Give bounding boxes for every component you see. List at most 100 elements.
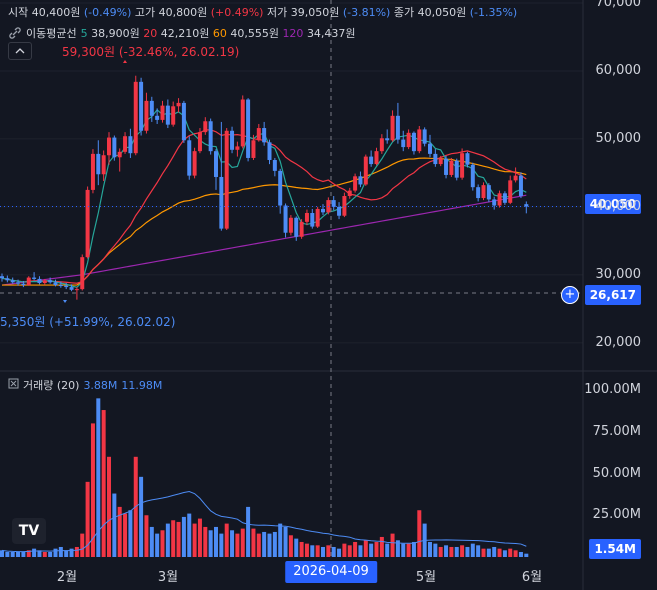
candle-body bbox=[246, 99, 251, 158]
candle-body bbox=[513, 175, 518, 181]
candle-body bbox=[64, 285, 69, 288]
candle-body bbox=[176, 102, 181, 107]
volume-bar bbox=[513, 550, 518, 557]
candle-body bbox=[374, 151, 379, 165]
volume-bar bbox=[251, 528, 256, 557]
candle-body bbox=[444, 158, 449, 175]
candle-body bbox=[74, 289, 79, 291]
candlesticks bbox=[0, 75, 529, 300]
candle-body bbox=[406, 132, 411, 148]
open-change: (-0.49%) bbox=[83, 6, 132, 19]
ma-value-120: 34,437원 bbox=[306, 27, 356, 40]
open-value: 40,400원 bbox=[31, 6, 81, 19]
volume-bar bbox=[428, 541, 432, 557]
high-label: 고가 bbox=[134, 6, 156, 19]
volume-bar bbox=[470, 543, 475, 557]
candle-body bbox=[337, 206, 342, 216]
volume-bar bbox=[208, 530, 213, 557]
volume-bar bbox=[315, 545, 320, 557]
candle-body bbox=[219, 176, 224, 229]
volume-tick-label: 25.00M bbox=[592, 507, 641, 523]
high-value: 40,800원 bbox=[158, 6, 208, 19]
candle-body bbox=[123, 136, 128, 152]
crosshair-price-tag: 26,617 bbox=[584, 285, 641, 305]
candle-body bbox=[518, 175, 523, 197]
candle-body bbox=[58, 285, 63, 287]
volume-bar bbox=[21, 551, 26, 557]
candle-body bbox=[449, 160, 454, 175]
volume-bar bbox=[433, 543, 438, 557]
candle-body bbox=[422, 129, 427, 144]
volume-bar bbox=[444, 545, 449, 557]
volume-bar bbox=[107, 456, 111, 557]
volume-bar bbox=[69, 548, 74, 557]
candle-body bbox=[160, 105, 165, 120]
volume-bar bbox=[294, 538, 299, 557]
low-marker bbox=[63, 300, 67, 303]
candle-body bbox=[481, 185, 486, 199]
volume-bar bbox=[197, 518, 202, 557]
volume-bar bbox=[497, 548, 502, 557]
volume-bar bbox=[518, 551, 523, 557]
chevron-up-icon bbox=[15, 48, 25, 54]
candle-body bbox=[85, 189, 90, 258]
volume-bar bbox=[16, 551, 21, 557]
candle-body bbox=[267, 142, 272, 160]
volume-ma-line bbox=[1, 491, 527, 553]
ma-legend-items: 5 38,900원 20 42,210원 60 40,555원 120 34,4… bbox=[81, 25, 356, 41]
volume-bar bbox=[476, 545, 481, 557]
volume-bar bbox=[310, 545, 315, 557]
tradingview-logo[interactable]: TV bbox=[12, 518, 46, 544]
candle-body bbox=[385, 138, 390, 141]
volume-bar bbox=[155, 533, 160, 557]
chart-icon[interactable] bbox=[8, 378, 19, 392]
volume-bar bbox=[385, 543, 390, 557]
add-alert-button[interactable]: + bbox=[561, 286, 579, 304]
volume-bar bbox=[230, 530, 235, 557]
volume-bar bbox=[390, 533, 395, 557]
volume-bar bbox=[326, 545, 331, 557]
volume-bar bbox=[278, 523, 283, 557]
volume-value-2: 11.98M bbox=[121, 378, 163, 392]
ma-value-60: 40,555원 bbox=[230, 27, 283, 40]
volume-bar bbox=[0, 550, 4, 557]
ma-legend: 이동평균선 5 38,900원 20 42,210원 60 40,555원 12… bbox=[8, 25, 356, 41]
collapse-legend-button[interactable] bbox=[8, 42, 32, 60]
volume-bar bbox=[272, 531, 277, 557]
candle-body bbox=[69, 287, 74, 290]
candle-body bbox=[0, 276, 4, 279]
volume-bar bbox=[454, 546, 459, 557]
candle-body bbox=[171, 106, 176, 125]
price-tick-label: 20,000 bbox=[595, 334, 642, 350]
overlay-lines bbox=[0, 0, 583, 560]
candle-body bbox=[379, 138, 384, 152]
link-icon[interactable] bbox=[8, 26, 22, 40]
volume-tick-label: 100.00M bbox=[584, 382, 641, 397]
candle-body bbox=[476, 187, 481, 199]
volume-bar bbox=[144, 515, 149, 557]
close-change: (-1.35%) bbox=[469, 6, 518, 19]
volume-bar bbox=[369, 543, 374, 557]
volume-legend-label[interactable]: 거래량 (20) bbox=[23, 379, 80, 392]
candle-body bbox=[315, 208, 320, 227]
ohlc-legend: 시작 40,400원 (-0.49%) 고가 40,800원 (+0.49%) … bbox=[8, 4, 517, 20]
volume-bar bbox=[353, 541, 358, 557]
volume-bar bbox=[267, 533, 272, 557]
candle-body bbox=[90, 153, 95, 190]
volume-legend: 거래량 (20) 3.88M 11.98M bbox=[8, 377, 162, 393]
candle-body bbox=[283, 205, 288, 233]
candle-body bbox=[128, 136, 133, 154]
candle-body bbox=[224, 130, 229, 229]
volume-bar bbox=[304, 543, 309, 557]
volume-bar bbox=[401, 543, 406, 557]
ma-legend-label[interactable]: 이동평균선 bbox=[26, 27, 77, 40]
candle-body bbox=[321, 208, 325, 213]
volume-bar bbox=[58, 546, 63, 557]
time-tick-label: 2월 bbox=[56, 570, 78, 585]
volume-bar bbox=[128, 510, 133, 557]
candle-body bbox=[96, 153, 101, 175]
volume-bar bbox=[64, 550, 69, 557]
volume-bar bbox=[203, 526, 208, 557]
ma-period-20: 20 bbox=[143, 27, 161, 40]
